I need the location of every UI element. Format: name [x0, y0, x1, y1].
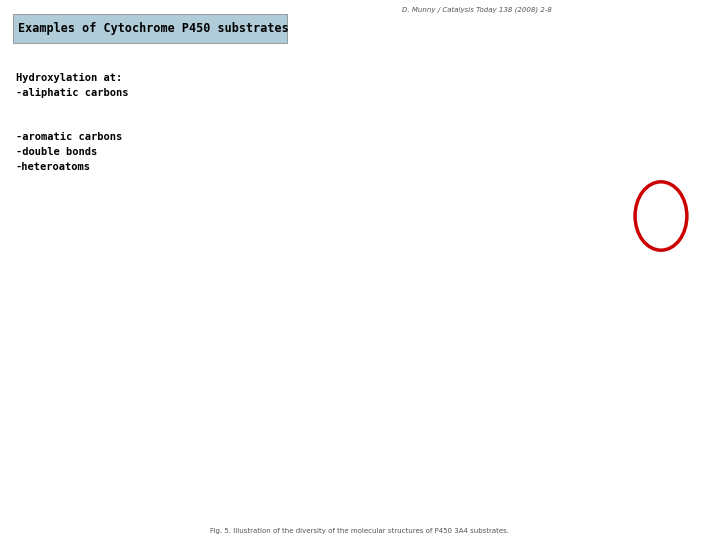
Text: Examples of Cytochrome P450 substrates: Examples of Cytochrome P450 substrates [18, 22, 289, 35]
Text: Fig. 5. Illustration of the diversity of the molecular structures of P450 3A4 su: Fig. 5. Illustration of the diversity of… [210, 528, 510, 534]
FancyBboxPatch shape [13, 14, 287, 43]
Text: -aromatic carbons
-double bonds
-heteroatoms: -aromatic carbons -double bonds -heteroa… [16, 132, 122, 172]
Text: Hydroxylation at:
-aliphatic carbons: Hydroxylation at: -aliphatic carbons [16, 73, 128, 98]
Text: D. Munny / Catalysis Today 138 (2008) 2-8: D. Munny / Catalysis Today 138 (2008) 2-… [402, 6, 552, 13]
